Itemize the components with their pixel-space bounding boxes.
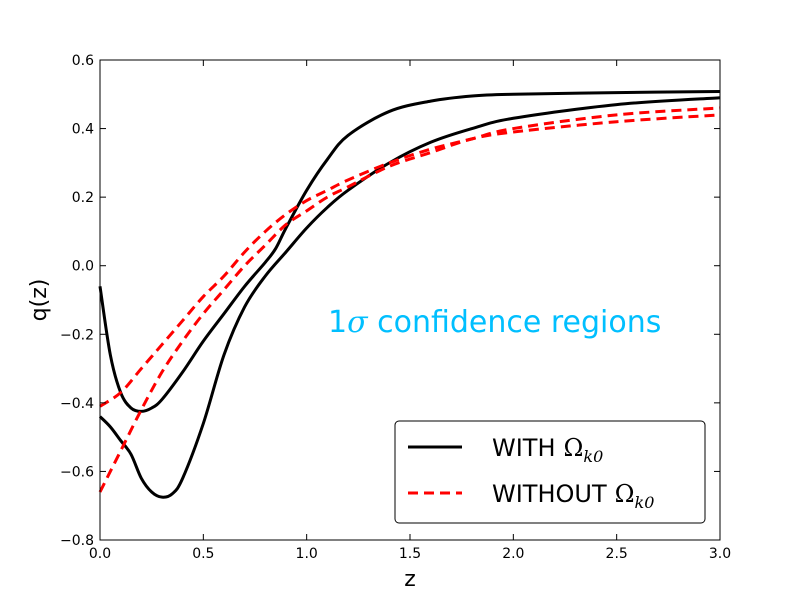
y-tick-label: 0.0 (72, 259, 94, 275)
y-tick-label: −0.2 (60, 327, 94, 343)
x-tick-label: 2.0 (502, 546, 524, 562)
legend-box (394, 420, 706, 524)
series-layer (98, 90, 721, 499)
y-tick-label: −0.6 (60, 464, 94, 480)
y-tick-label: 0.2 (72, 190, 94, 206)
ticks-layer: 0.0 0.5 1.0 1.5 2.0 2.5 3.0 −0.8 −0.6 −0.4 −0.2 0.0… (60, 53, 731, 562)
x-axis-label: z (404, 567, 416, 592)
annotation-rest: confidence regions (368, 305, 662, 340)
series-line-without-lower (98, 113, 721, 493)
legend-omega-symbol: Ω (615, 480, 635, 508)
legend-entry-without: WITHOUT Ωk0 (492, 480, 654, 512)
y-tick-label: −0.4 (60, 396, 94, 412)
x-tick-label: 3.0 (709, 546, 731, 562)
legend-label-with: WITH (492, 434, 556, 462)
y-tick-label: −0.8 (60, 533, 94, 549)
legend-subscript: k0 (583, 447, 603, 466)
series-line-with-upper (98, 90, 721, 413)
y-tick-label: 0.6 (72, 53, 94, 69)
annotation-text: 1σ confidence regions (328, 305, 661, 340)
series-line-with-lower (98, 96, 721, 499)
x-tick-label: 1.0 (296, 546, 318, 562)
x-tick-label: 1.5 (399, 546, 421, 562)
annotation-number: 1 (328, 305, 347, 340)
legend-subscript: k0 (635, 493, 655, 512)
legend-entry-with: WITH Ωk0 (492, 434, 603, 466)
legend: WITH Ωk0 WITHOUT Ωk0 (394, 420, 706, 524)
x-tick-label: 2.5 (606, 546, 628, 562)
legend-omega-symbol: Ω (564, 434, 584, 462)
x-tick-label: 0.5 (192, 546, 214, 562)
y-axis-label: q(z) (27, 279, 52, 322)
y-tick-label: 0.4 (72, 122, 94, 138)
x-tick-label: 0.0 (89, 546, 111, 562)
annotation-sigma-symbol: σ (347, 305, 369, 340)
legend-label-without: WITHOUT (492, 480, 607, 508)
